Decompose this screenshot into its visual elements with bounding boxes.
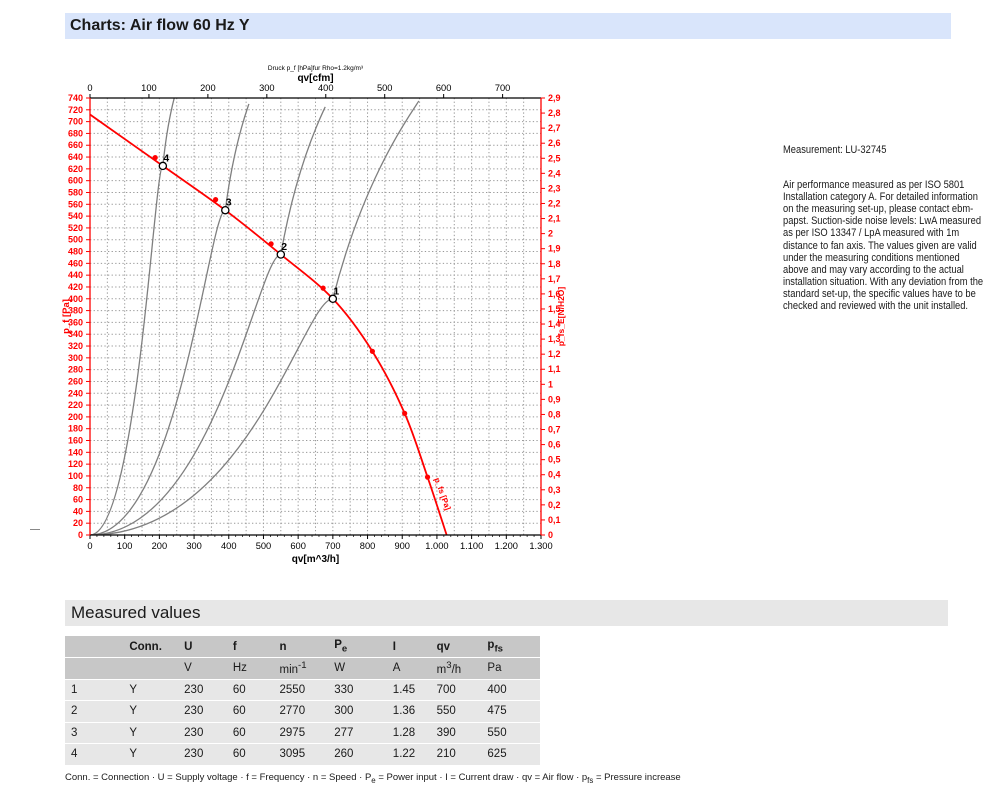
- svg-text:1.000: 1.000: [425, 541, 448, 551]
- svg-text:600: 600: [68, 176, 83, 186]
- svg-text:520: 520: [68, 223, 83, 233]
- svg-text:740: 740: [68, 93, 83, 103]
- svg-text:400: 400: [318, 83, 334, 93]
- svg-text:100: 100: [141, 83, 157, 93]
- svg-text:0,9: 0,9: [548, 394, 561, 404]
- svg-text:qv[cfm]: qv[cfm]: [297, 73, 333, 84]
- svg-text:1.200: 1.200: [495, 541, 518, 551]
- svg-text:2,5: 2,5: [548, 153, 561, 163]
- svg-text:800: 800: [360, 541, 376, 551]
- svg-text:660: 660: [68, 140, 83, 150]
- svg-text:2,2: 2,2: [548, 198, 561, 208]
- svg-text:2,6: 2,6: [548, 138, 561, 148]
- svg-text:0,7: 0,7: [548, 425, 561, 435]
- svg-text:700: 700: [68, 117, 83, 127]
- svg-text:220: 220: [68, 400, 83, 410]
- svg-text:640: 640: [68, 152, 83, 162]
- svg-text:680: 680: [68, 128, 83, 138]
- svg-text:1,7: 1,7: [548, 274, 561, 284]
- svg-text:440: 440: [68, 270, 83, 280]
- svg-text:2: 2: [281, 241, 287, 253]
- svg-text:1,9: 1,9: [548, 244, 561, 254]
- svg-text:p_f [Pa]: p_f [Pa]: [61, 299, 72, 334]
- svg-text:2,1: 2,1: [548, 214, 561, 224]
- svg-text:0: 0: [548, 530, 553, 540]
- svg-text:2,7: 2,7: [548, 123, 561, 133]
- svg-text:0,4: 0,4: [548, 470, 561, 480]
- svg-text:4: 4: [163, 152, 169, 164]
- svg-text:60: 60: [73, 495, 83, 505]
- svg-text:600: 600: [290, 541, 306, 551]
- svg-text:0,3: 0,3: [548, 485, 561, 495]
- svg-text:80: 80: [73, 483, 83, 493]
- svg-text:0,8: 0,8: [548, 409, 561, 419]
- svg-text:2,3: 2,3: [548, 183, 561, 193]
- svg-text:160: 160: [68, 436, 83, 446]
- svg-text:2: 2: [548, 229, 553, 239]
- svg-text:100: 100: [117, 541, 133, 551]
- svg-text:120: 120: [68, 459, 83, 469]
- svg-text:1: 1: [333, 285, 339, 297]
- svg-text:260: 260: [68, 376, 83, 386]
- svg-text:p_fs_E[N/H2O]: p_fs_E[N/H2O]: [556, 287, 566, 347]
- svg-text:420: 420: [68, 282, 83, 292]
- svg-text:700: 700: [325, 541, 341, 551]
- svg-text:300: 300: [186, 541, 202, 551]
- svg-text:540: 540: [68, 211, 83, 221]
- svg-text:400: 400: [221, 541, 237, 551]
- svg-text:320: 320: [68, 341, 83, 351]
- svg-text:500: 500: [377, 83, 393, 93]
- svg-text:2,8: 2,8: [548, 108, 561, 118]
- svg-text:280: 280: [68, 365, 83, 375]
- svg-text:200: 200: [200, 83, 216, 93]
- svg-text:620: 620: [68, 164, 83, 174]
- svg-text:200: 200: [68, 412, 83, 422]
- svg-text:300: 300: [259, 83, 275, 93]
- svg-text:0,6: 0,6: [548, 440, 561, 450]
- svg-text:1: 1: [548, 379, 553, 389]
- svg-text:100: 100: [68, 471, 83, 481]
- svg-text:0: 0: [87, 541, 92, 551]
- svg-text:0,5: 0,5: [548, 455, 561, 465]
- svg-text:700: 700: [495, 83, 511, 93]
- svg-text:560: 560: [68, 199, 83, 209]
- svg-text:480: 480: [68, 247, 83, 257]
- svg-text:0: 0: [87, 83, 92, 93]
- svg-text:200: 200: [152, 541, 168, 551]
- svg-text:0,2: 0,2: [548, 500, 561, 510]
- svg-text:500: 500: [68, 235, 83, 245]
- svg-text:140: 140: [68, 447, 83, 457]
- svg-text:0: 0: [78, 530, 83, 540]
- svg-text:900: 900: [394, 541, 410, 551]
- svg-text:Druck p_f [hPa]fur Rho=1.2kg/m: Druck p_f [hPa]fur Rho=1.2kg/m³: [268, 65, 364, 72]
- svg-text:300: 300: [68, 353, 83, 363]
- svg-text:500: 500: [256, 541, 272, 551]
- svg-text:180: 180: [68, 424, 83, 434]
- svg-text:1,8: 1,8: [548, 259, 561, 269]
- svg-text:720: 720: [68, 105, 83, 115]
- svg-text:1.300: 1.300: [529, 541, 552, 551]
- svg-text:3: 3: [226, 197, 232, 209]
- svg-text:580: 580: [68, 187, 83, 197]
- svg-text:1,1: 1,1: [548, 364, 561, 374]
- svg-text:20: 20: [73, 518, 83, 528]
- svg-text:460: 460: [68, 258, 83, 268]
- svg-text:240: 240: [68, 388, 83, 398]
- svg-text:2,9: 2,9: [548, 93, 561, 103]
- svg-text:2,4: 2,4: [548, 168, 561, 178]
- svg-text:600: 600: [436, 83, 452, 93]
- svg-text:1.100: 1.100: [460, 541, 483, 551]
- svg-text:0,1: 0,1: [548, 515, 561, 525]
- svg-text:1,2: 1,2: [548, 349, 561, 359]
- svg-text:qv[m^3/h]: qv[m^3/h]: [292, 554, 340, 565]
- svg-text:40: 40: [73, 506, 83, 516]
